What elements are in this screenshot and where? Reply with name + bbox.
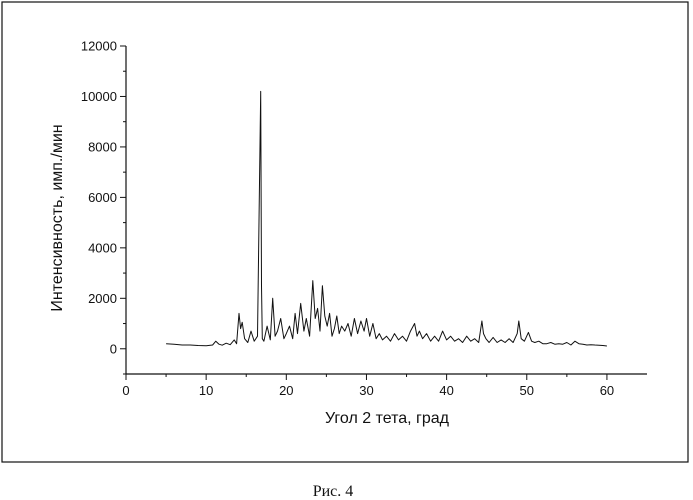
plot-area <box>125 46 647 375</box>
y-tick-label: 2000 <box>88 291 117 306</box>
y-tick-label: 12000 <box>81 39 117 54</box>
x-axis-title: Угол 2 тета, град <box>325 410 450 427</box>
x-tick-label: 10 <box>199 383 213 398</box>
y-tick-label: 8000 <box>88 139 117 154</box>
x-tick-label: 50 <box>520 383 534 398</box>
y-tick-label: 0 <box>110 341 117 356</box>
y-axis-title: Интенсивность, имп./мин <box>49 124 66 311</box>
x-tick-label: 30 <box>359 383 373 398</box>
figure-caption: Рис. 4 <box>313 483 354 500</box>
tick-labels: 0 2000 4000 6000 8000 10000 12000 0 10 20 30 40 50 60 <box>81 39 614 399</box>
x-tick-label: 60 <box>600 383 614 398</box>
figure-frame <box>1 1 689 463</box>
x-tick-label: 0 <box>122 383 129 398</box>
tick-marks <box>120 45 608 380</box>
y-tick-label: 4000 <box>88 240 117 255</box>
x-tick-label: 20 <box>279 383 293 398</box>
diffraction-series-line <box>166 90 607 347</box>
x-tick-label: 40 <box>439 383 453 398</box>
y-tick-label: 6000 <box>88 190 117 205</box>
y-tick-label: 10000 <box>81 89 117 104</box>
